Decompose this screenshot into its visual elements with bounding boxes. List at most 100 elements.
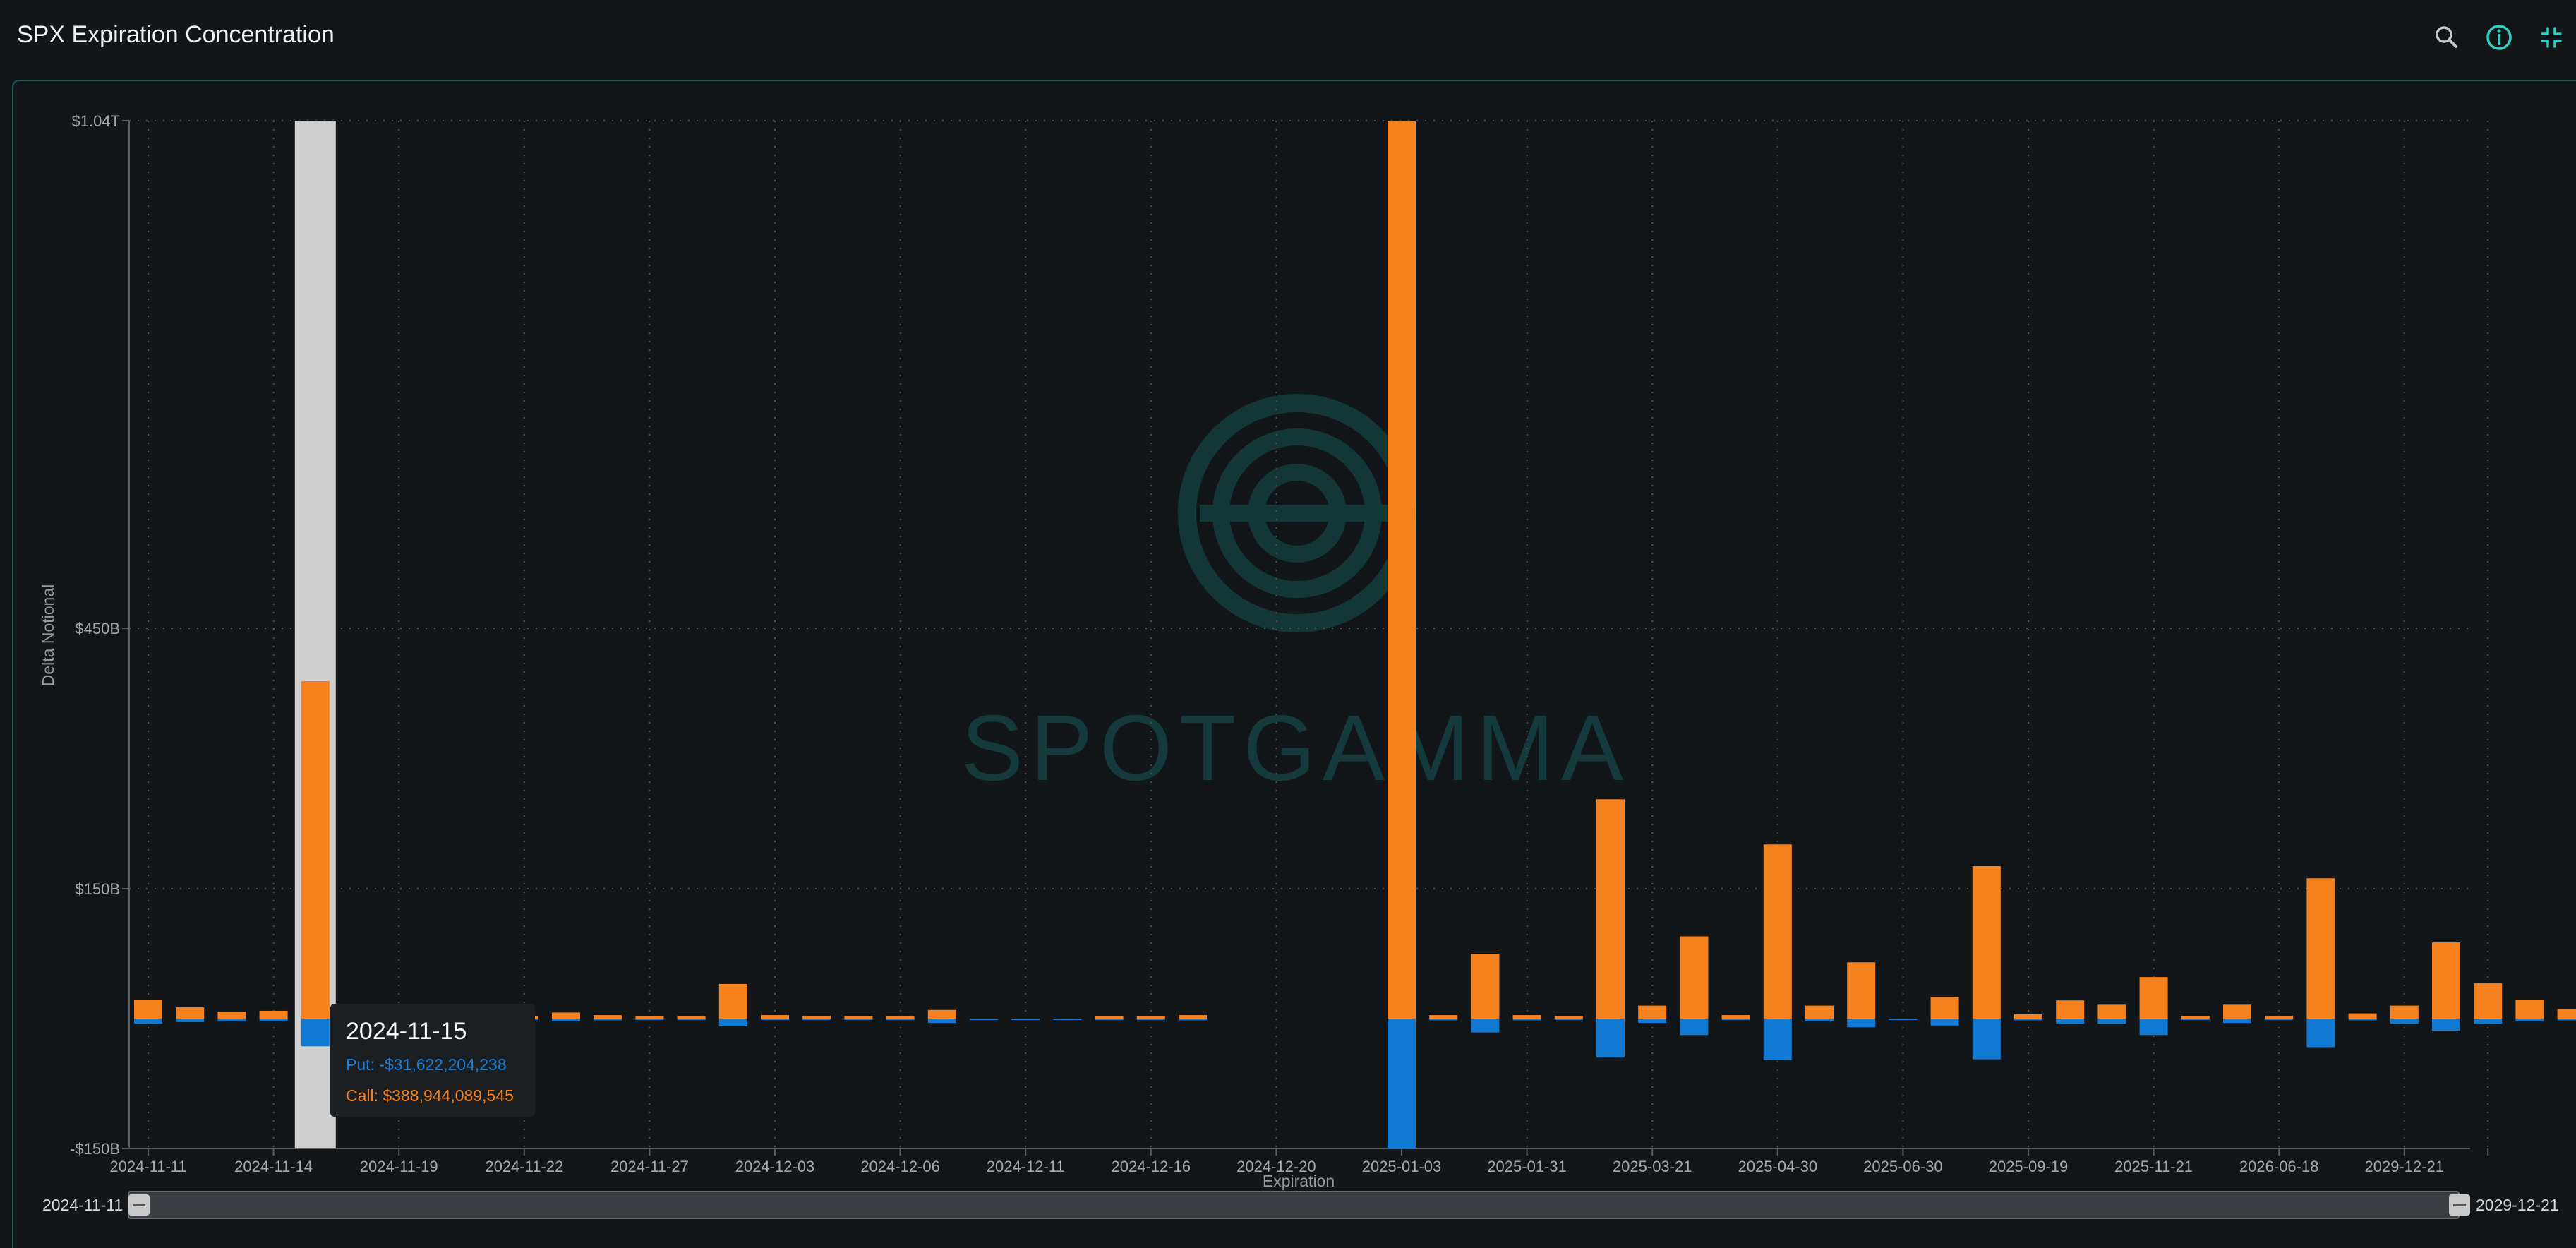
put-bar — [2265, 1019, 2294, 1020]
put-bar — [1136, 1019, 1165, 1020]
put-bar — [2348, 1019, 2377, 1021]
search-icon[interactable] — [2432, 23, 2462, 52]
call-bar — [1471, 954, 1500, 1019]
put-bar — [1512, 1019, 1541, 1021]
call-bar — [2223, 1004, 2251, 1019]
put-bar — [1930, 1019, 1959, 1026]
put-bar — [802, 1019, 831, 1020]
chart-bars — [134, 121, 2576, 1148]
range-slider-track[interactable] — [128, 1191, 2460, 1219]
range-slider-handle-start[interactable] — [128, 1194, 150, 1216]
call-bar — [2139, 977, 2168, 1019]
call-bar — [2014, 1014, 2042, 1019]
call-bar — [217, 1012, 246, 1019]
put-bar — [594, 1019, 622, 1021]
call-bar — [259, 1010, 288, 1019]
put-bar — [1763, 1019, 1792, 1060]
x-tick-label: 2025-03-21 — [1613, 1158, 1692, 1175]
x-tick-label: 2025-01-31 — [1487, 1158, 1567, 1175]
watermark-logo — [1178, 394, 1416, 632]
call-bar — [1136, 1016, 1165, 1019]
put-bar — [927, 1019, 956, 1024]
call-bar — [927, 1009, 956, 1019]
put-bar — [217, 1019, 246, 1021]
put-bar — [1972, 1019, 2001, 1060]
x-tick-label: 2026-06-18 — [2239, 1158, 2319, 1175]
call-bar — [2557, 1009, 2576, 1019]
put-bar — [2139, 1019, 2168, 1036]
call-bar — [594, 1015, 622, 1019]
call-bar — [886, 1016, 915, 1019]
put-bar — [761, 1019, 789, 1020]
put-bar — [2306, 1019, 2335, 1048]
x-tick-label: 2024-11-27 — [610, 1158, 689, 1175]
call-bar — [2390, 1005, 2419, 1019]
put-bar — [176, 1019, 205, 1022]
put-bar — [677, 1019, 706, 1020]
put-bar — [1471, 1019, 1500, 1033]
put-bar — [301, 1019, 330, 1047]
put-bar — [1011, 1019, 1040, 1020]
call-bar — [1095, 1016, 1124, 1019]
put-bar — [2097, 1019, 2126, 1024]
call-bar — [1429, 1015, 1458, 1019]
call-bar — [1179, 1015, 1207, 1019]
range-end-label: 2029-12-21 — [2476, 1196, 2559, 1214]
x-tick-label: 2025-01-03 — [1362, 1158, 1442, 1175]
call-bar — [1721, 1015, 1750, 1019]
x-tick-label: 2024-12-11 — [987, 1158, 1065, 1175]
call-bar — [2181, 1016, 2210, 1019]
call-bar — [2097, 1004, 2126, 1019]
x-tick-label: 2024-12-06 — [860, 1158, 940, 1175]
put-bar — [1721, 1019, 1750, 1020]
x-tick-label: 2024-11-14 — [234, 1158, 313, 1175]
y-axis-label: Delta Notional — [39, 584, 57, 686]
x-axis-label: Expiration — [1263, 1172, 1335, 1190]
put-bar — [1889, 1019, 1918, 1020]
put-bar — [718, 1019, 747, 1027]
put-bar — [1847, 1019, 1876, 1028]
tooltip-call-value: Call: $388,944,089,545 — [346, 1086, 514, 1105]
put-bar — [1388, 1019, 1416, 1148]
call-bar — [1388, 121, 1416, 1019]
y-tick-label: $150B — [75, 880, 120, 898]
x-tick-label: 2025-04-30 — [1738, 1158, 1818, 1175]
call-bar — [1763, 844, 1792, 1019]
range-start-label: 2024-11-11 — [42, 1196, 124, 1214]
page-title: SPX Expiration Concentration — [17, 21, 335, 48]
call-bar — [301, 681, 330, 1019]
call-bar — [802, 1016, 831, 1019]
collapse-icon[interactable] — [2536, 23, 2566, 52]
call-bar — [1512, 1015, 1541, 1019]
put-bar — [2390, 1019, 2419, 1024]
put-bar — [2474, 1019, 2503, 1024]
call-bar — [1805, 1005, 1834, 1019]
range-slider-handle-end[interactable] — [2449, 1194, 2470, 1216]
call-bar — [844, 1016, 873, 1019]
x-tick-label: 2024-11-19 — [360, 1158, 438, 1175]
x-tick-label: 2024-11-22 — [485, 1158, 563, 1175]
call-bar — [1638, 1005, 1667, 1019]
chart-grid — [128, 120, 2489, 1149]
chart-panel — [12, 80, 2576, 1248]
info-icon[interactable] — [2484, 23, 2514, 52]
header: SPX Expiration Concentration — [0, 0, 2576, 76]
call-bar — [2348, 1013, 2377, 1019]
call-bar — [718, 983, 747, 1019]
put-bar — [1680, 1019, 1709, 1036]
call-bar — [677, 1016, 706, 1019]
call-bar — [1596, 799, 1625, 1019]
put-bar — [1805, 1019, 1834, 1021]
put-bar — [2223, 1019, 2251, 1024]
y-axis: -$150B $150B $450B $1.04T — [70, 112, 129, 1158]
x-tick-label: 2024-12-16 — [1112, 1158, 1191, 1175]
put-bar — [1429, 1019, 1458, 1021]
call-bar — [2432, 942, 2460, 1019]
x-tick-label: 2025-11-21 — [2114, 1158, 2193, 1175]
y-tick-label: -$150B — [70, 1140, 120, 1158]
put-bar — [2181, 1019, 2210, 1020]
call-bar — [2306, 878, 2335, 1019]
put-bar — [2056, 1019, 2085, 1024]
call-bar — [1680, 936, 1709, 1019]
